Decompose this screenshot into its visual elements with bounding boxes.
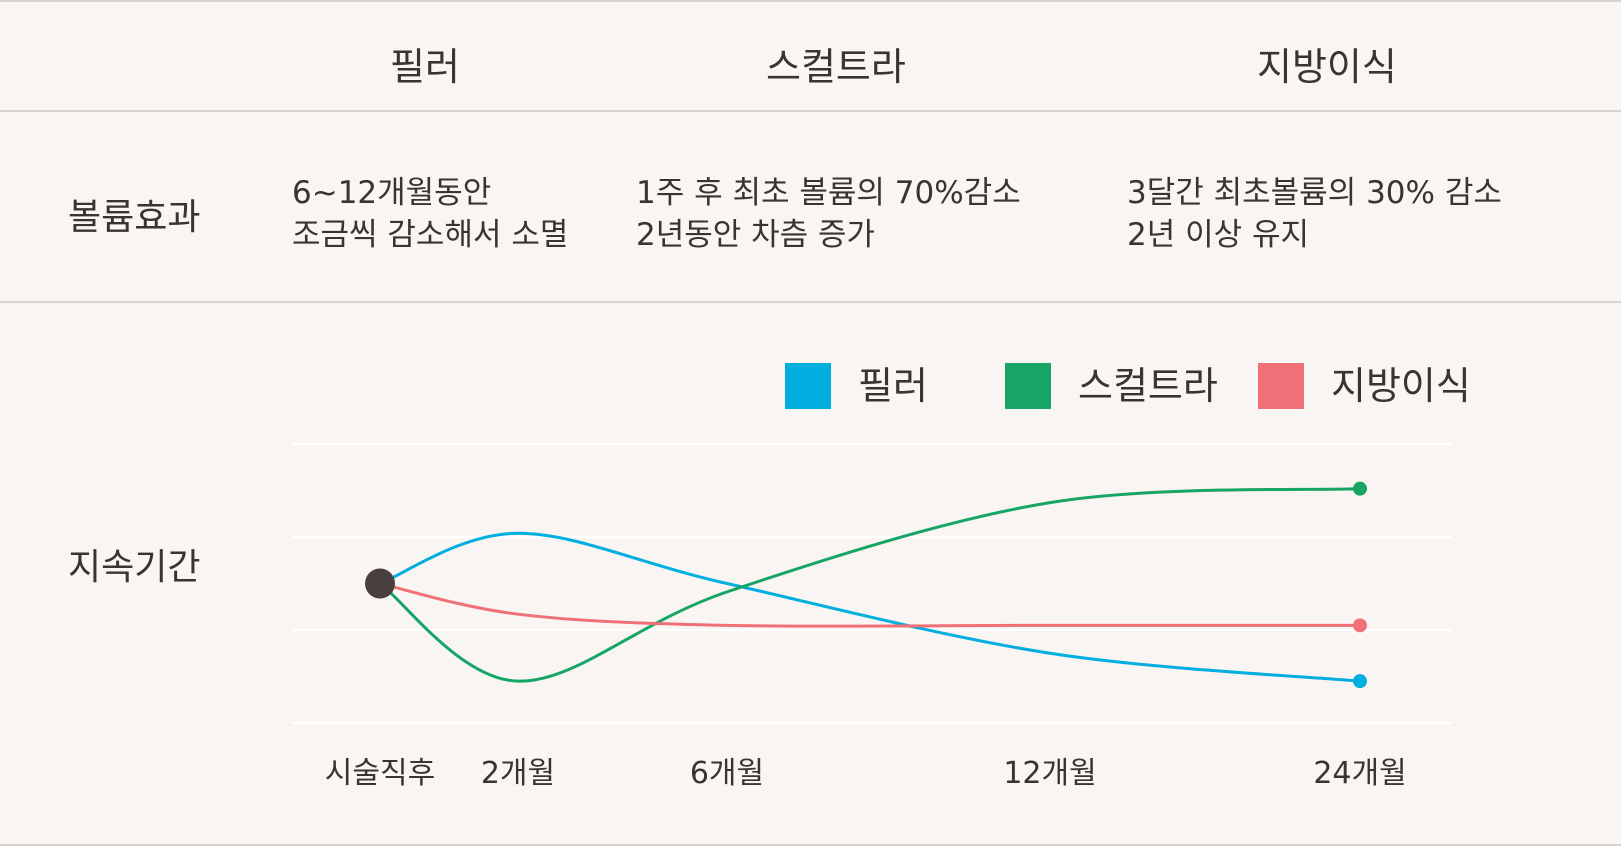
- legend-swatch: [785, 363, 831, 409]
- cell-line: 2년동안 차츰 증가: [636, 217, 876, 253]
- x-tick-label: 시술직후: [325, 756, 435, 791]
- end-point-filler: [1353, 674, 1367, 689]
- row-label-duration: 지속기간: [68, 547, 201, 588]
- legend-item-filler: 필러: [785, 363, 928, 409]
- header-divider: [0, 110, 1621, 112]
- row-label-volume-effect: 볼륨효과: [68, 197, 201, 238]
- legend-swatch: [1005, 363, 1051, 409]
- legend-label: 지방이식: [1331, 364, 1471, 408]
- start-point: [365, 568, 395, 599]
- cell-filler-volume: 6~12개월동안 조금씩 감소해서 소멸: [292, 172, 568, 256]
- chart-grid: [292, 443, 1452, 724]
- cell-line: 2년 이상 유지: [1127, 217, 1310, 253]
- legend-swatch: [1258, 363, 1304, 409]
- x-tick-label: 2개월: [481, 756, 555, 791]
- end-point-fat-graft: [1353, 618, 1367, 633]
- legend-item-sculptra: 스컬트라: [1005, 363, 1218, 409]
- row-divider: [0, 301, 1621, 303]
- cell-fat-graft-volume: 3달간 최초볼륨의 30% 감소 2년 이상 유지: [1127, 172, 1502, 256]
- x-axis-ticks: 시술직후 2개월 6개월 12개월 24개월: [325, 756, 1407, 791]
- x-tick-label: 24개월: [1313, 756, 1406, 791]
- cell-line: 6~12개월동안: [292, 175, 492, 211]
- chart-legend: 필러 스컬트라 지방이식: [785, 363, 1471, 409]
- series-line-filler: [378, 531, 1362, 683]
- series-line-fat-graft: [378, 582, 1362, 628]
- legend-label: 스컬트라: [1078, 364, 1218, 408]
- chart-series-lines: [378, 487, 1362, 683]
- legend-label: 필러: [858, 364, 928, 408]
- column-header-fat-graft: 지방이식: [1257, 45, 1397, 89]
- cell-line: 3달간 최초볼륨의 30% 감소: [1127, 175, 1502, 211]
- series-line-sculptra: [378, 487, 1362, 683]
- legend-item-fat-graft: 지방이식: [1258, 363, 1471, 409]
- top-divider: [0, 0, 1621, 2]
- x-tick-label: 12개월: [1003, 756, 1096, 791]
- column-header-filler: 필러: [390, 45, 460, 89]
- chart-markers: [365, 481, 1367, 689]
- cell-sculptra-volume: 1주 후 최초 볼륨의 70%감소 2년동안 차츰 증가: [636, 172, 1021, 256]
- bottom-divider: [0, 844, 1621, 846]
- cell-line: 조금씩 감소해서 소멸: [292, 217, 569, 253]
- x-tick-label: 6개월: [690, 756, 764, 791]
- cell-line: 1주 후 최초 볼륨의 70%감소: [636, 175, 1021, 211]
- column-header-sculptra: 스컬트라: [766, 45, 906, 89]
- end-point-sculptra: [1353, 481, 1367, 496]
